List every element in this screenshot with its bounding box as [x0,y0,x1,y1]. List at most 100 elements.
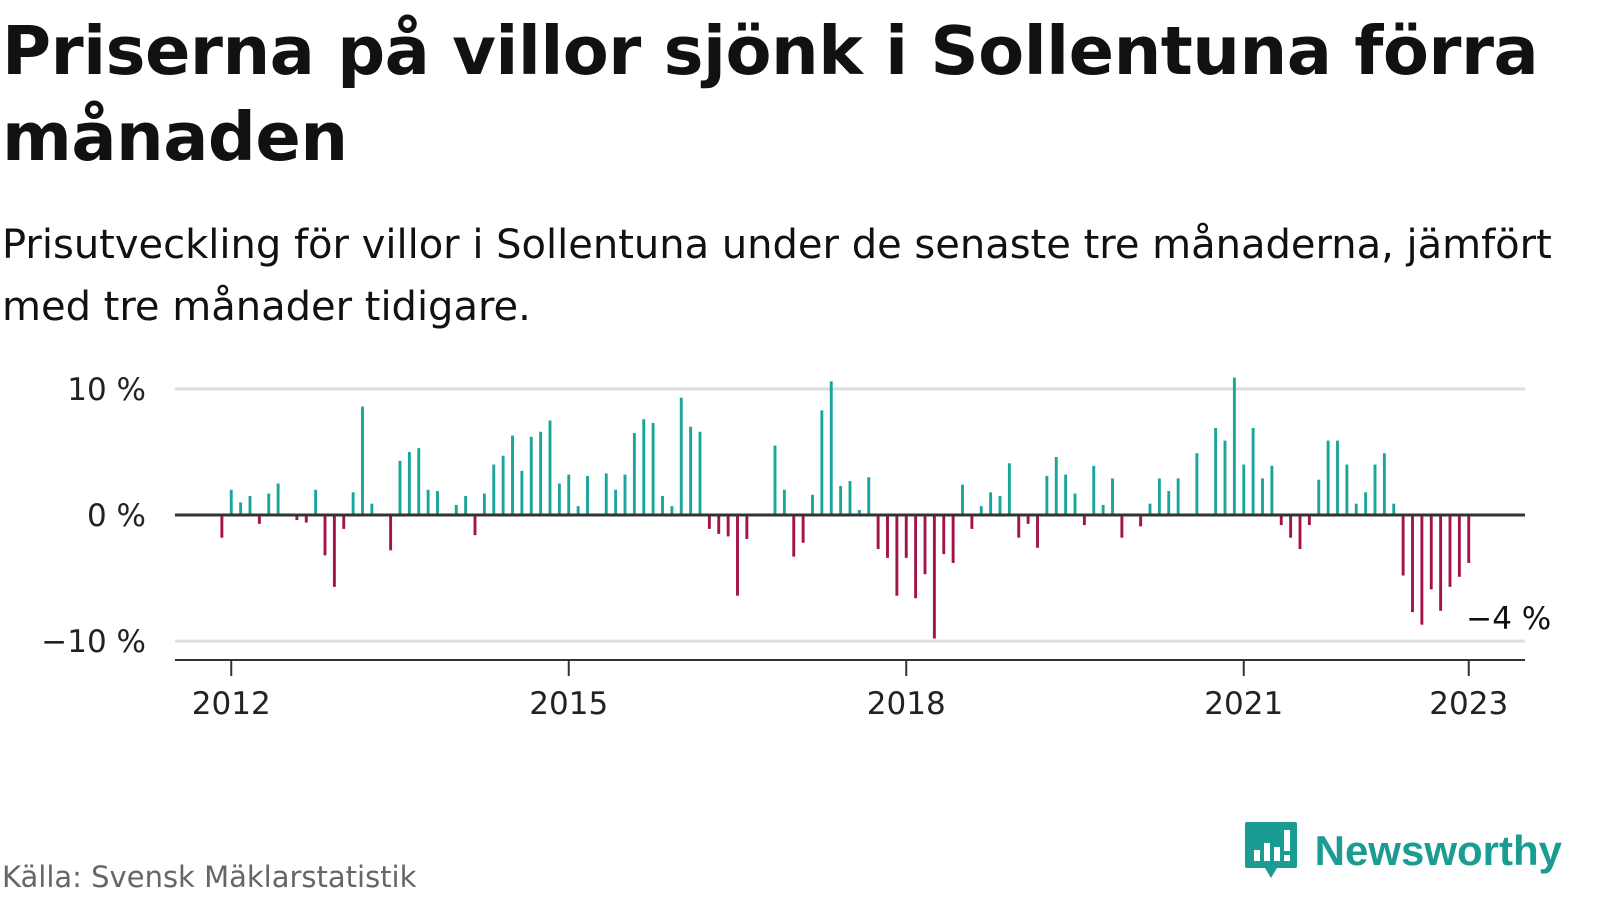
bar-55 [736,515,739,596]
bar-0 [220,515,224,538]
newsworthy-logo-icon [1244,822,1297,878]
bar-81 [979,506,983,515]
bar-84 [1007,463,1011,515]
bar-75 [923,515,927,575]
bar-92 [1082,515,1086,526]
bar-91 [1073,493,1077,515]
bar-76 [932,515,936,639]
bar-32 [520,470,524,515]
bar-43 [623,474,627,515]
bar-1 [229,489,233,515]
bar-112 [1270,465,1274,515]
bar-5 [267,493,271,515]
bar-130 [1439,515,1443,611]
bar-107 [1223,440,1227,515]
bar-35 [548,420,552,515]
bar-78 [951,515,955,563]
chart-title: Priserna på villor sjönk i Sollentuna fö… [2,12,1539,176]
bar-48 [670,506,674,515]
bar-88 [1045,475,1049,515]
bar-54 [726,515,730,537]
bar-23 [436,491,439,515]
bar-117 [1317,479,1321,515]
bar-70 [876,515,880,550]
bar-96 [1120,515,1124,538]
bar-90 [1064,474,1068,515]
bar-129 [1429,515,1433,590]
bar-80 [970,515,974,529]
bar-73 [904,515,908,558]
bar-101 [1167,491,1171,515]
bar-34 [539,431,543,515]
bar-31 [511,435,514,515]
bar-120 [1345,464,1349,515]
bar-49 [679,397,683,515]
bar-125 [1392,503,1396,515]
bar-4 [257,515,261,524]
bar-69 [867,477,871,515]
bar-79 [961,484,964,515]
bar-37 [567,474,571,515]
bar-93 [1092,465,1096,515]
bar-13 [342,515,346,529]
bar-63 [811,494,814,515]
bar-39 [586,475,589,515]
bar-18 [389,515,393,551]
bar-83 [998,496,1002,515]
bar-113 [1279,515,1283,526]
bar-11 [323,515,327,556]
bar-30 [501,455,505,515]
bar-33 [529,436,533,515]
bar-67 [848,480,852,515]
x-tick-label-0: 2012 [192,686,271,722]
x-tick-label-4: 2023 [1429,686,1508,722]
bar-29 [492,464,496,515]
source-note: Källa: Svensk Mäklarstatistik [2,860,417,894]
bar-100 [1157,478,1161,515]
bar-64 [820,410,824,515]
bar-109 [1242,464,1246,515]
bar-124 [1382,453,1386,515]
y-axis-ticks: 10 % 0 % −10 % [41,372,146,660]
bar-74 [914,515,918,599]
bar-126 [1401,515,1405,576]
bar-chart: 10 % 0 % −10 % 2012 2015 2018 2021 2023 −4 % [41,372,1551,722]
annotations: −4 % [1466,601,1551,637]
bars [220,377,1471,639]
bar-95 [1111,478,1114,515]
bar-119 [1336,440,1339,515]
bar-56 [745,515,749,539]
bar-52 [707,515,711,529]
last-value-label: −4 % [1466,601,1551,637]
bar-122 [1364,492,1368,515]
bar-53 [717,515,721,534]
bar-114 [1289,515,1293,538]
bar-65 [829,381,833,515]
bar-14 [351,492,355,515]
bar-102 [1176,478,1180,515]
bar-71 [886,515,889,558]
bar-45 [642,419,646,515]
bar-66 [839,486,843,515]
bar-104 [1195,453,1199,515]
bar-86 [1026,515,1030,524]
bar-85 [1017,515,1021,538]
brand-name: Newsworthy [1314,827,1562,874]
bar-26 [464,496,468,515]
bar-123 [1373,464,1377,515]
bar-25 [454,504,458,515]
bar-133 [1467,515,1471,563]
bar-19 [398,460,402,515]
y-tick-label-0: 10 % [67,372,146,408]
bar-46 [651,422,655,515]
bar-82 [989,492,993,515]
bar-28 [482,493,486,515]
bar-77 [942,515,946,555]
bar-68 [857,509,861,515]
bar-99 [1148,503,1152,515]
bar-42 [614,489,618,515]
bar-118 [1326,440,1330,515]
bar-2 [239,502,243,515]
bar-60 [782,489,786,515]
bar-116 [1307,515,1311,526]
